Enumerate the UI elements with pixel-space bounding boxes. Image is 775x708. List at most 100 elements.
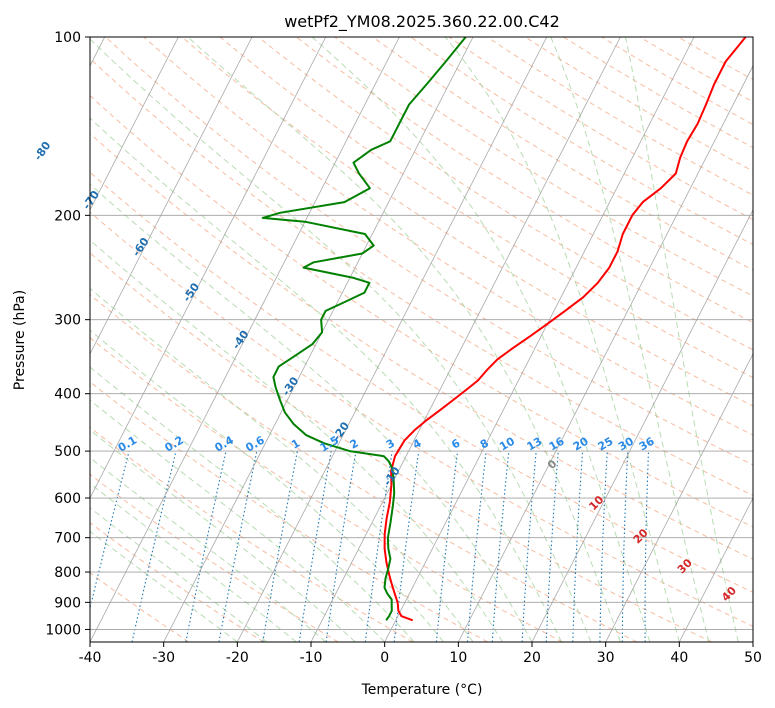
moist-adiabat: [90, 507, 268, 642]
y-tick-label: 1000: [45, 622, 81, 638]
x-tick-label: 10: [449, 650, 467, 666]
moist-adiabat: [90, 482, 297, 642]
mixing-ratio-label: 3: [384, 437, 397, 452]
mixing-ratio-label: 1: [289, 437, 302, 452]
moist-adiabat-label: 20: [631, 526, 651, 546]
chart-title: wetPf2_YM08.2025.360.22.00.C42: [284, 12, 560, 32]
isotherm: [90, 37, 327, 499]
y-tick-label: 600: [54, 491, 81, 507]
dry-adiabat: [372, 37, 753, 271]
dry-adiabat: [90, 252, 712, 642]
mixing-ratio-label: 4: [410, 436, 423, 451]
moist-adiabat: [90, 399, 386, 642]
moist-adiabat: [90, 429, 356, 642]
moist-adiabat-label: 40: [719, 584, 739, 604]
mixing-ratio-label: 6: [449, 436, 462, 451]
isotherm: [163, 37, 474, 642]
mixing-ratio-line: [218, 450, 258, 642]
dewpoint-profile: [261, 37, 467, 621]
y-tick-label: 400: [54, 387, 81, 403]
mixing-ratio-line: [325, 451, 357, 642]
mixing-ratio-line: [599, 451, 608, 642]
moist-adiabat: [625, 37, 739, 642]
isotherm: [310, 37, 621, 642]
moist-adiabat: [90, 329, 444, 642]
y-tick-label: 300: [54, 313, 81, 329]
mixing-ratio-label: 2: [348, 437, 361, 452]
moist-adiabat: [550, 37, 710, 642]
temperature-profile: [383, 37, 747, 622]
moist-adiabat: [90, 239, 503, 642]
x-tick-label: 20: [523, 650, 541, 666]
plot-frame: [89, 36, 754, 643]
moist-adiabat: [90, 117, 562, 642]
mixing-ratio-line: [621, 451, 629, 642]
mixing-ratio-line: [131, 450, 177, 642]
moist-adiabat: [90, 457, 327, 642]
y-tick-label: 100: [54, 30, 81, 46]
mixing-ratio-line: [491, 451, 510, 642]
y-tick-label: 900: [54, 595, 81, 611]
x-tick-label: -20: [226, 650, 249, 666]
isotherm: [678, 497, 753, 642]
moist-adiabat: [90, 183, 533, 642]
isotherm: [90, 37, 179, 211]
dry-adiabat: [90, 294, 638, 642]
dry-adiabat: [334, 37, 753, 297]
mixing-ratio-line: [521, 451, 537, 642]
isotherm: [457, 64, 753, 642]
dry-adiabat: [90, 211, 753, 627]
moist-adiabat: [444, 37, 680, 642]
dry-adiabat: [143, 37, 753, 436]
x-tick-label: -30: [152, 650, 175, 666]
mixing-ratio-line: [364, 451, 393, 642]
dry-adiabat-label: -90: [0, 92, 4, 116]
dry-adiabat: [90, 381, 488, 642]
dry-adiabat: [90, 171, 753, 593]
mixing-ratio-line: [435, 451, 459, 642]
isotherm: [236, 37, 548, 642]
dry-adiabat: [257, 37, 753, 351]
mixing-ratio-line: [393, 451, 420, 642]
dry-adiabat: [296, 37, 753, 324]
y-axis-label: Pressure (hPa): [12, 290, 28, 390]
x-tick-label: 40: [670, 650, 688, 666]
isotherm: [531, 208, 753, 642]
y-tick-label: 700: [54, 531, 81, 547]
x-tick-label: 0: [380, 650, 389, 666]
isotherm: [752, 641, 753, 642]
moist-adiabat: [187, 37, 621, 642]
isotherm: [90, 37, 400, 642]
y-tick-label: 800: [54, 565, 81, 581]
isotherm: [605, 353, 753, 642]
dry-adiabat: [90, 426, 414, 642]
dry-adiabat: [563, 37, 753, 149]
moist-adiabat: [90, 530, 238, 642]
mixing-ratio-line: [644, 451, 650, 642]
plot-area: [90, 37, 753, 642]
axes: -40 -30 -20 -10 0 10 20 30 40 5010009008007006005…: [45, 30, 762, 666]
mixing-ratio-line: [90, 450, 130, 611]
dry-adiabat: [90, 572, 190, 642]
dry-adiabat: [90, 473, 339, 642]
dry-adiabat: [90, 57, 753, 497]
x-axis-label: Temperature (°C): [361, 682, 483, 698]
dry-adiabat: [181, 37, 753, 407]
dry-adiabat: [90, 522, 264, 642]
mixing-ratio-line: [185, 450, 227, 642]
dry-adiabat: [639, 37, 753, 103]
dry-adiabat: [677, 37, 753, 81]
dry-adiabat: [90, 337, 563, 642]
isotherm: [384, 37, 695, 642]
moist-adiabat: [90, 366, 415, 642]
x-tick-label: 50: [744, 650, 762, 666]
dry-adiabat: [601, 37, 753, 126]
mixing-ratio-line: [466, 451, 487, 642]
dry-adiabat: [219, 37, 753, 379]
dry-adiabat: [486, 37, 753, 196]
moist-adiabat: [90, 287, 474, 642]
x-tick-label: -10: [300, 650, 323, 666]
moist-adiabat-label: 10: [586, 493, 606, 513]
moist-adiabat-label: 0: [545, 457, 560, 472]
